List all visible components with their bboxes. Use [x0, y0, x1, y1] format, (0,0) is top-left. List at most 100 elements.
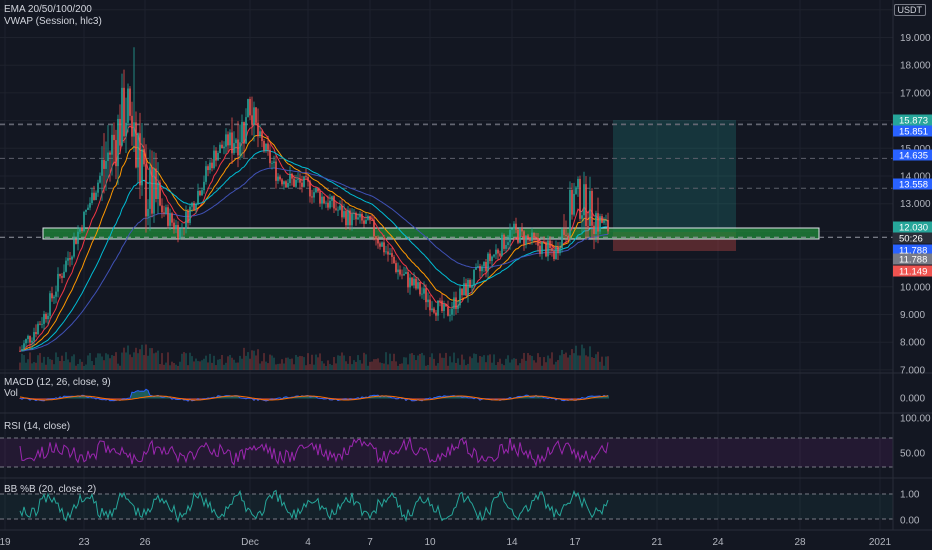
time-axis[interactable]: 19 23 26 Dec 4 7 10 14 17 21 24 28 2021	[0, 529, 932, 548]
candle	[153, 168, 155, 214]
volume-bar	[347, 363, 349, 370]
candle	[241, 121, 243, 143]
support-zone[interactable]	[42, 227, 820, 240]
macd-hist-bar	[309, 397, 311, 399]
volume-bar	[385, 352, 387, 370]
time-tick-label: 10	[424, 537, 436, 548]
candle	[473, 269, 475, 286]
volume-bar	[567, 357, 569, 370]
volume-bar	[247, 352, 249, 370]
volume-bar	[185, 353, 187, 370]
candle	[519, 228, 521, 243]
candle	[527, 235, 529, 239]
volume-bar	[531, 355, 533, 370]
volume-bar	[605, 356, 607, 370]
volume-bar	[345, 361, 347, 370]
volume-bar	[249, 358, 251, 370]
volume-bar	[159, 364, 161, 370]
volume-bar	[571, 349, 573, 370]
candle	[33, 332, 35, 341]
volume-bar	[539, 357, 541, 370]
candle	[459, 288, 461, 306]
price-tick-label: 17.000	[900, 88, 931, 99]
vol-pane-title[interactable]: Vol	[4, 388, 18, 399]
candle	[391, 253, 393, 257]
macd-hist-bar	[117, 398, 119, 401]
macd-hist-bar	[479, 398, 481, 401]
candle	[441, 300, 443, 312]
macd-hist-bar	[493, 398, 495, 401]
candle	[489, 253, 491, 261]
macd-hist-bar	[63, 396, 65, 399]
ema-line	[20, 167, 609, 352]
price-tick-label: 9.000	[900, 310, 925, 321]
volume-bar	[125, 352, 127, 370]
volume-bar	[113, 355, 115, 370]
volume-bar	[449, 356, 451, 370]
macd-hist-bar	[157, 395, 159, 399]
candle	[99, 175, 101, 183]
currency-badge: USDT	[893, 4, 926, 16]
rsi-pane-title[interactable]: RSI (14, close)	[4, 421, 71, 432]
volume-bar	[371, 361, 373, 370]
volume-bar	[209, 353, 211, 370]
ema-lines	[19, 123, 609, 352]
candle	[199, 190, 201, 196]
volume-bar	[297, 356, 299, 370]
candle	[329, 200, 331, 208]
price-tick-label: 15.000	[900, 144, 931, 155]
candle	[361, 213, 363, 221]
volume-bar	[561, 349, 563, 370]
candle	[447, 306, 449, 316]
candle	[157, 182, 159, 200]
target-zone[interactable]	[613, 120, 736, 232]
volume-bar	[505, 358, 507, 370]
candle	[539, 245, 541, 254]
candle	[261, 131, 263, 141]
volume-bar	[321, 361, 323, 370]
volume-bar	[323, 363, 325, 370]
ema-indicator-label[interactable]: EMA 20/50/100/200	[4, 4, 92, 15]
volume-bar	[535, 362, 537, 370]
volume-bar	[565, 352, 567, 370]
candle	[57, 273, 59, 292]
price-marker	[893, 114, 932, 126]
macd-hist-bar	[135, 391, 137, 399]
volume-bar	[467, 363, 469, 370]
candle	[209, 162, 211, 171]
volume-bar	[283, 363, 285, 370]
vwap-indicator-label[interactable]: VWAP (Session, hlc3)	[4, 16, 102, 27]
volume-bars	[19, 344, 609, 370]
volume-bar	[341, 352, 343, 370]
volume-bar	[167, 352, 169, 370]
candle	[165, 207, 167, 214]
bb-pane-title[interactable]: BB %B (20, close, 2)	[4, 484, 97, 495]
macd-pane-title[interactable]: MACD (12, 26, close, 9)	[4, 377, 111, 388]
macd-hist-bar	[229, 395, 231, 399]
macd-hist-bar	[361, 396, 363, 399]
candle	[549, 240, 551, 248]
volume-bar	[589, 346, 591, 370]
candle	[237, 139, 239, 156]
candle	[257, 122, 259, 137]
volume-bar	[279, 363, 281, 370]
price-marker-label: 11.788	[899, 255, 927, 266]
candle	[283, 181, 285, 185]
macd-hist-bar	[73, 396, 75, 399]
volume-bar	[553, 364, 555, 370]
price-marker	[893, 244, 932, 256]
candle	[37, 323, 39, 334]
volume-bar	[563, 354, 565, 370]
volume-bar	[525, 360, 527, 370]
candle	[249, 99, 251, 116]
candle	[425, 288, 427, 303]
macd-hist-bar	[297, 395, 299, 399]
volume-bar	[363, 352, 365, 370]
price-tick-label: 8.000	[900, 338, 925, 349]
macd-hist-bar	[159, 396, 161, 399]
candle	[403, 273, 405, 276]
volume-bar	[513, 358, 515, 370]
volume-bar	[503, 365, 505, 370]
volume-bar	[37, 355, 39, 370]
